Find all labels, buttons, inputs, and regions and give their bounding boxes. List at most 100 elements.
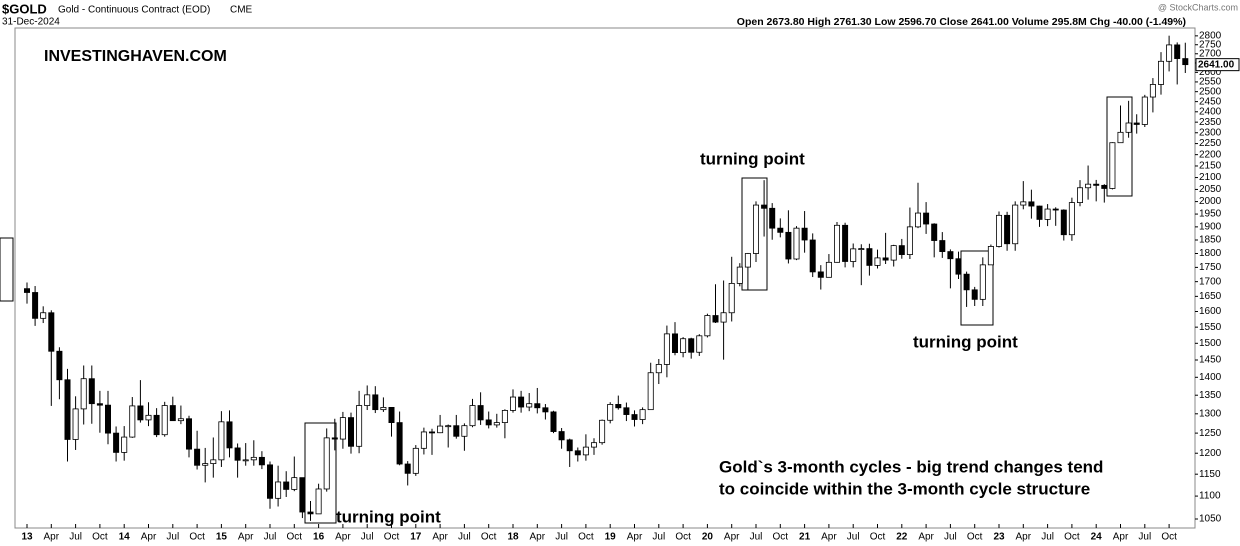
- candle-body: [761, 204, 768, 209]
- candle-body: [380, 406, 387, 411]
- x-tick-label: Apr: [432, 532, 448, 543]
- candle-body: [428, 431, 435, 434]
- candle-body: [696, 335, 703, 353]
- candle-body: [1085, 183, 1092, 189]
- candle-body: [315, 488, 322, 515]
- candle-body: [1028, 201, 1035, 207]
- candle-body: [477, 405, 484, 421]
- y-tick-label: 1600: [1199, 306, 1222, 317]
- x-tick-label: 21: [799, 532, 811, 543]
- y-tick-label: 1450: [1199, 355, 1222, 366]
- candle-body: [987, 246, 994, 266]
- candle-body: [185, 418, 192, 450]
- y-tick-label: 1950: [1199, 209, 1222, 220]
- candle-body: [210, 459, 217, 464]
- candle-body: [672, 333, 679, 353]
- candle-body: [1125, 122, 1132, 133]
- candle-body: [663, 333, 670, 365]
- candle-body: [574, 450, 581, 456]
- y-tick-label: 1300: [1199, 408, 1222, 419]
- x-tick-label: Oct: [967, 532, 983, 543]
- candle-body: [858, 248, 865, 250]
- candle-body: [607, 404, 614, 421]
- x-tick-label: 17: [410, 532, 422, 543]
- exchange: CME: [230, 5, 253, 16]
- y-tick-label: 1150: [1199, 469, 1221, 480]
- candle-body: [518, 396, 525, 408]
- candle-body: [582, 446, 589, 456]
- x-tick-label: Oct: [870, 532, 886, 543]
- candle-body: [591, 442, 598, 448]
- candle-body: [129, 405, 136, 438]
- x-tick-label: Apr: [627, 532, 643, 543]
- candle-body: [915, 212, 922, 228]
- candle-body: [1012, 204, 1019, 245]
- candle-body: [566, 439, 573, 452]
- annotation: turning point: [700, 149, 805, 168]
- x-tick-label: Apr: [530, 532, 546, 543]
- candle-body: [996, 214, 1003, 247]
- x-tick-label: 13: [21, 532, 33, 543]
- candle-body: [647, 372, 654, 411]
- candle-body: [275, 481, 282, 499]
- x-tick-label: Jul: [555, 532, 568, 543]
- candle-body: [1149, 84, 1156, 98]
- y-tick-label: 1750: [1199, 262, 1222, 273]
- x-tick-label: Oct: [384, 532, 400, 543]
- ohlc-summary: Open 2673.80 High 2761.30 Low 2596.70 Cl…: [737, 16, 1186, 28]
- x-tick-label: 23: [993, 532, 1005, 543]
- candle-body: [23, 288, 30, 293]
- candle-body: [331, 437, 338, 440]
- x-tick-label: Jul: [1041, 532, 1054, 543]
- cycle-box: [1106, 96, 1133, 197]
- candle-body: [1060, 209, 1067, 236]
- annotation: turning point: [913, 332, 1018, 351]
- candle-body: [453, 425, 460, 437]
- y-tick-label: 2000: [1199, 196, 1222, 207]
- symbol: $GOLD: [2, 1, 47, 16]
- candle-body: [96, 403, 103, 406]
- x-tick-label: Jul: [69, 532, 82, 543]
- candle-body: [258, 456, 265, 466]
- x-tick-label: Apr: [724, 532, 740, 543]
- y-tick-label: 2450: [1199, 96, 1222, 107]
- candle-body: [1068, 202, 1075, 236]
- candle-body: [728, 282, 735, 314]
- candle-body: [404, 463, 411, 474]
- plot-frame: [14, 27, 1196, 529]
- candle-body: [631, 414, 638, 420]
- candle-body: [72, 408, 79, 440]
- candle-body: [1004, 214, 1011, 245]
- candle-body: [542, 407, 549, 413]
- candle-body: [785, 231, 792, 260]
- candle-body: [534, 403, 541, 409]
- annotation: to coincide within the 3-month cycle str…: [719, 479, 1090, 498]
- candle-body: [202, 463, 209, 466]
- candle-body: [339, 417, 346, 440]
- date: 31-Dec-2024: [2, 17, 60, 28]
- candle-body: [493, 422, 500, 426]
- y-tick-label: 2050: [1199, 184, 1222, 195]
- x-tick-label: Oct: [1064, 532, 1080, 543]
- candle-body: [842, 224, 849, 262]
- candle-body: [720, 312, 727, 323]
- candle-body: [323, 437, 330, 490]
- x-tick-label: Apr: [335, 532, 351, 543]
- candle-body: [526, 403, 533, 408]
- y-tick-label: 2700: [1199, 48, 1222, 59]
- x-tick-label: 24: [1091, 532, 1103, 543]
- candle-body: [137, 405, 144, 421]
- candle-body: [834, 224, 841, 263]
- candle-body: [712, 315, 719, 323]
- candle-body: [461, 425, 468, 437]
- candle-body: [291, 477, 298, 490]
- y-tick-label: 2550: [1199, 77, 1222, 88]
- candle-body: [113, 432, 120, 453]
- candle-body: [898, 245, 905, 255]
- candle-body: [817, 271, 824, 278]
- candle-body: [874, 257, 881, 266]
- candle-body: [356, 405, 363, 447]
- x-tick-label: 15: [216, 532, 228, 543]
- x-tick-label: Oct: [92, 532, 108, 543]
